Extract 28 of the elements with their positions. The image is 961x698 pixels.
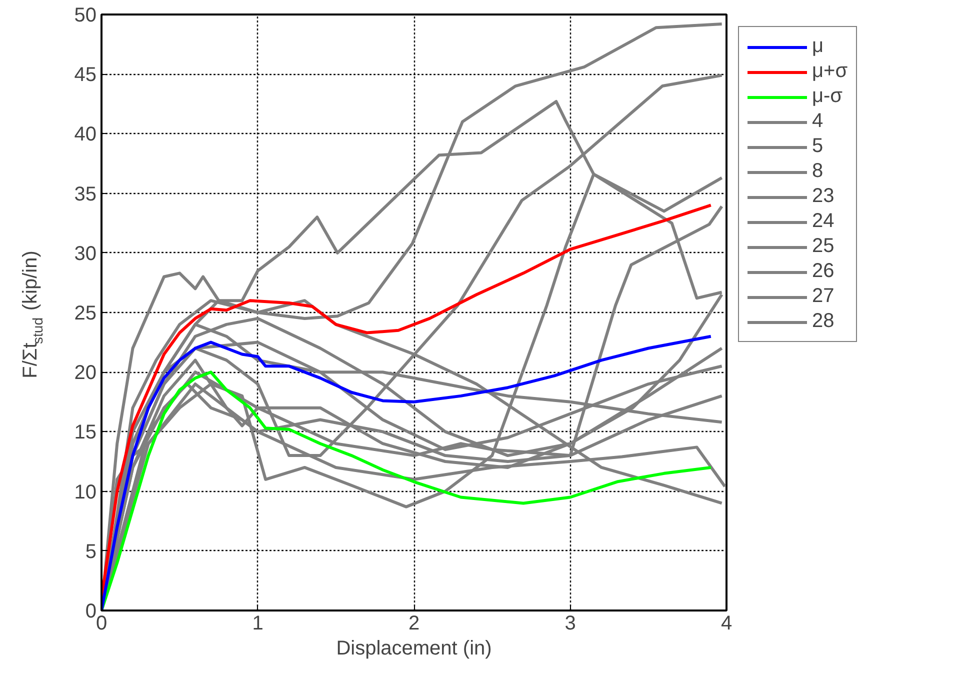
legend-label: μ+σ xyxy=(812,60,848,83)
y-tick-label: 5 xyxy=(85,540,96,563)
y-tick-label: 15 xyxy=(74,422,97,444)
legend-label: μ-σ xyxy=(812,85,843,108)
y-tick-label: 50 xyxy=(74,4,97,26)
x-tick-label: 4 xyxy=(720,612,732,634)
legend-label: 25 xyxy=(812,235,834,258)
y-tick-label: 45 xyxy=(74,64,97,86)
y-tick-label: 40 xyxy=(74,124,97,146)
legend-label: 4 xyxy=(812,110,824,133)
x-axis-title: Displacement (in) xyxy=(336,638,492,660)
legend-label: 28 xyxy=(812,310,834,333)
y-tick-label: 30 xyxy=(74,242,97,265)
legend-label: 27 xyxy=(812,285,834,308)
legend-label: 26 xyxy=(812,260,834,283)
y-tick-label: 35 xyxy=(74,183,97,206)
x-tick-label: 1 xyxy=(252,612,264,634)
legend-label: 8 xyxy=(812,160,824,183)
y-tick-label: 20 xyxy=(74,362,97,384)
legend-label: 5 xyxy=(812,135,824,158)
legend-label: μ xyxy=(812,35,825,58)
x-tick-label: 2 xyxy=(408,612,420,634)
x-tick-label: 3 xyxy=(564,612,576,634)
y-axis-title: F/Σtstud (kip/in) xyxy=(20,250,46,378)
legend-label: 24 xyxy=(812,210,834,233)
legend-label: 23 xyxy=(812,185,834,208)
y-tick-label: 25 xyxy=(74,302,97,324)
y-tick-label: 10 xyxy=(74,481,97,504)
